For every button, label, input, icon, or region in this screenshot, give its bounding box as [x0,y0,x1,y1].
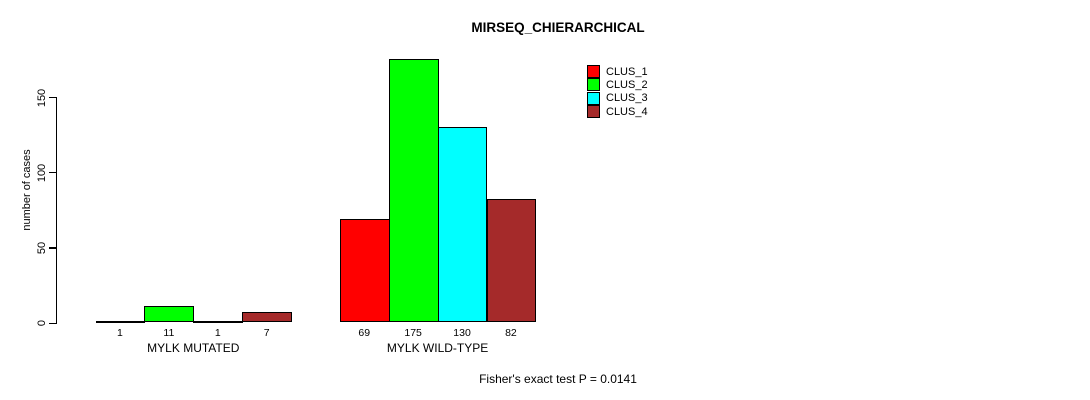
legend-item: CLUS_3 [587,91,648,105]
legend-label: CLUS_1 [606,65,648,78]
legend-item: CLUS_4 [587,105,648,119]
y-axis-tick [48,172,57,174]
group-label: MYLK MUTATED [147,341,240,355]
legend-label: CLUS_2 [606,78,648,91]
bar-value-label: 130 [453,326,471,339]
y-axis-label: number of cases [21,149,33,231]
bar [95,320,146,323]
bar [144,305,195,323]
legend-item: CLUS_1 [587,65,648,79]
group-label: MYLK WILD-TYPE [386,341,489,355]
y-axis-tick [48,247,57,249]
y-axis-line [55,97,57,324]
legend-item: CLUS_2 [587,78,648,92]
bar [339,218,390,323]
legend-label: CLUS_3 [606,92,648,105]
y-axis-tick [48,97,57,99]
legend-label: CLUS_4 [606,105,648,118]
bar [388,59,439,323]
legend-swatch [587,78,600,92]
bar-value-label: 1 [117,326,123,339]
y-axis-tick-label: 0 [36,319,48,327]
bar-value-label: 1 [214,326,221,339]
legend: CLUS_1 CLUS_2 CLUS_3 CLUS_4 [587,65,648,119]
bar-value-label: 175 [404,326,422,339]
bar-value-label: 82 [505,326,517,339]
bar [193,320,244,323]
footer-annotation: Fisher's exact test P = 0.0141 [479,372,637,386]
bar-value-label: 69 [358,326,371,339]
legend-swatch [587,105,600,119]
chart-title: MIRSEQ_CHIERARCHICAL [471,20,645,35]
y-axis-tick [48,322,57,324]
bar [486,199,537,323]
bar-value-label: 11 [163,326,175,339]
bar [437,127,488,323]
bar [242,311,293,323]
bar-value-label: 7 [263,326,270,339]
legend-swatch [587,65,600,79]
legend-swatch [587,91,600,105]
y-axis-tick-label: 100 [36,163,48,182]
y-axis-tick-label: 50 [36,241,48,254]
y-axis-tick-label: 150 [36,88,48,107]
